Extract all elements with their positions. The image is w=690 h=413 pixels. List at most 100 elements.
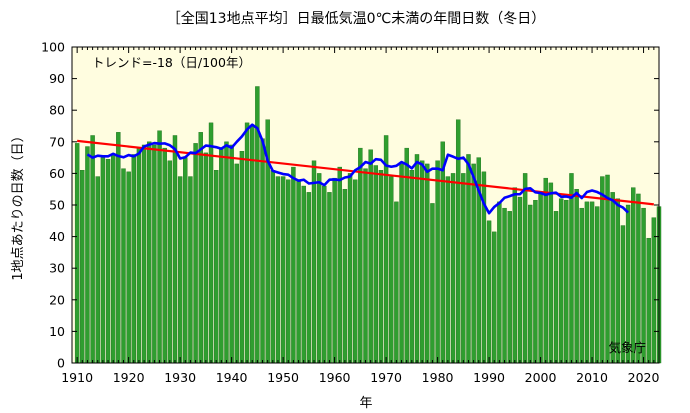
y-tick-label-50: 50	[49, 198, 65, 213]
x-tick-label-1980: 1980	[422, 370, 454, 385]
bar-1940	[229, 144, 234, 364]
bar-1924	[147, 141, 152, 364]
bar-1977	[419, 160, 425, 364]
bar-2004	[558, 198, 564, 364]
bar-1910	[74, 143, 80, 364]
bar-2005	[564, 200, 569, 364]
bar-1955	[306, 192, 312, 364]
y-tick-label-70: 70	[49, 134, 65, 149]
bar-1932	[188, 176, 193, 364]
bar-1941	[234, 163, 239, 364]
bar-1996	[517, 196, 523, 364]
bar-1972	[394, 201, 399, 364]
bar-2003	[553, 211, 559, 364]
bar-1917	[110, 154, 116, 364]
bar-1991	[492, 231, 497, 364]
bar-1968	[373, 165, 379, 364]
x-tick-label-1920: 1920	[113, 370, 145, 385]
bar-2001	[543, 177, 548, 364]
bar-1992	[497, 201, 502, 364]
bar-1954	[301, 185, 306, 364]
bar-1949	[275, 176, 281, 364]
bar-1936	[208, 122, 214, 364]
bar-1948	[270, 170, 276, 364]
bar-1927	[162, 147, 167, 364]
bar-2006	[569, 173, 574, 364]
bar-1979	[430, 203, 435, 364]
y-axis: 0 10 20 30 40 50 60 70 80 90 100	[41, 40, 659, 371]
bar-1982	[445, 176, 451, 364]
bar-1956	[311, 160, 317, 364]
bar-1969	[378, 170, 384, 364]
moving-average-line	[86, 123, 630, 215]
bar-1960	[332, 177, 337, 364]
bar-1970	[383, 135, 389, 364]
x-tick-label-1950: 1950	[267, 370, 299, 385]
bar-1913	[90, 135, 95, 364]
y-tick-label-10: 10	[49, 324, 65, 339]
chart-title: ［全国13地点平均］日最低気温0℃未満の年間日数（冬日）	[167, 10, 545, 27]
moving-average-group	[86, 123, 630, 215]
x-axis: 1910 1920 1930 1940 1950 1960 1970 1980 1990 2000…	[61, 47, 660, 385]
bar-1952	[291, 166, 296, 364]
y-axis-label: 1地点あたりの日数（日）	[11, 129, 26, 280]
bar-1981	[440, 141, 445, 364]
x-tick-label-2000: 2000	[525, 370, 557, 385]
trend-annotation: トレンド=-18（日/100年）	[92, 55, 251, 70]
bar-1923	[141, 144, 147, 364]
bar-1983	[450, 173, 456, 364]
bar-2008	[579, 207, 584, 364]
bar-1916	[105, 158, 111, 364]
bar-1984	[455, 119, 461, 364]
y-tick-label-90: 90	[49, 71, 65, 86]
bar-2022	[651, 217, 657, 364]
x-tick-label-1990: 1990	[473, 370, 505, 385]
bar-1994	[507, 211, 512, 364]
bar-1976	[414, 154, 420, 364]
bar-1937	[213, 170, 219, 364]
bar-1957	[316, 173, 322, 364]
bar-1920	[126, 171, 131, 364]
bar-1993	[502, 207, 507, 364]
x-tick-label-1960: 1960	[319, 370, 351, 385]
bar-1998	[528, 204, 533, 364]
y-tick-label-30: 30	[49, 261, 65, 276]
bar-1985	[461, 173, 466, 364]
bar-1950	[280, 176, 286, 364]
bar-1939	[224, 141, 229, 364]
bar-1959	[327, 192, 332, 364]
bar-1962	[342, 188, 348, 364]
y-tick-label-80: 80	[49, 103, 65, 118]
y-tick-label-0: 0	[57, 356, 65, 371]
bar-1921	[131, 154, 136, 364]
bar-1930	[177, 176, 183, 364]
x-tick-label-1970: 1970	[370, 370, 402, 385]
bar-1928	[167, 160, 173, 364]
bar-2000	[538, 192, 543, 364]
bar-1918	[116, 132, 121, 364]
bar-2013	[605, 174, 610, 364]
credit-label: 気象庁	[608, 340, 646, 355]
bar-1931	[183, 157, 188, 364]
bar-2019	[636, 193, 641, 364]
x-axis-label: 年	[359, 396, 372, 411]
bar-2002	[548, 182, 554, 364]
bar-1942	[239, 151, 245, 364]
bar-1990	[486, 220, 492, 364]
y-tick-label-60: 60	[49, 166, 65, 181]
bar-1971	[389, 176, 394, 364]
bar-1946	[260, 138, 265, 364]
bar-1914	[95, 176, 100, 364]
bar-1961	[337, 166, 342, 364]
y-tick-label-20: 20	[49, 292, 65, 307]
bar-1912	[85, 146, 90, 364]
bar-1926	[157, 130, 162, 364]
bar-1963	[347, 173, 353, 364]
x-tick-label-1910: 1910	[61, 370, 93, 385]
bar-1935	[203, 152, 209, 364]
bar-1965	[358, 147, 363, 364]
bar-1911	[80, 170, 85, 364]
x-tick-label-1930: 1930	[164, 370, 196, 385]
bar-2014	[610, 192, 615, 364]
